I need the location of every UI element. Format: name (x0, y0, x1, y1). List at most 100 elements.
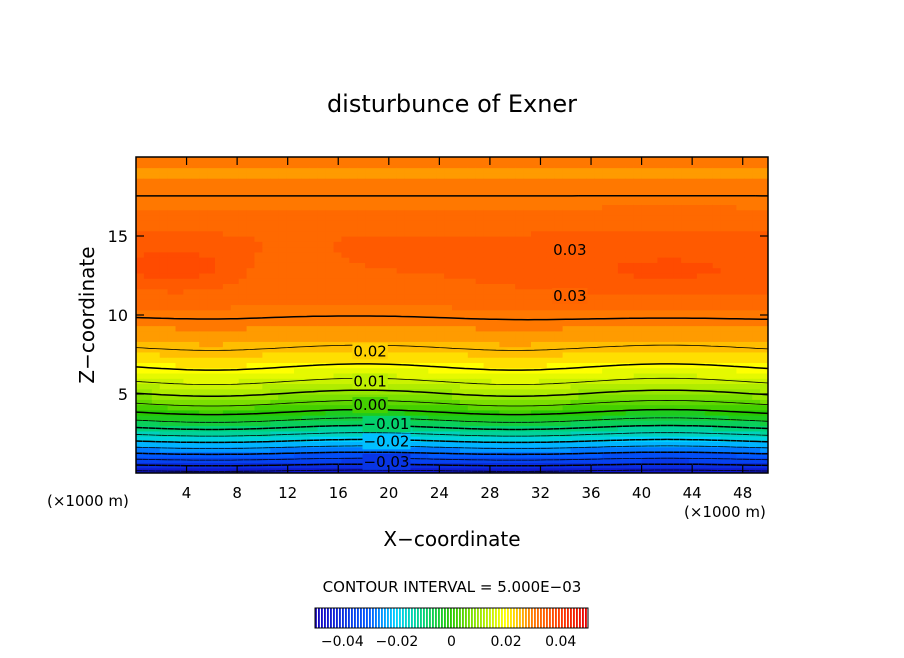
field-cell (665, 430, 674, 437)
field-cell (286, 283, 295, 290)
field-cell (333, 367, 342, 374)
field-cell (396, 399, 406, 406)
field-cell (428, 330, 437, 337)
field-cell (507, 409, 516, 416)
field-cell (317, 341, 327, 348)
field-cell (420, 172, 429, 179)
field-cell (594, 272, 603, 279)
field-cell (491, 167, 500, 174)
field-cell (752, 236, 761, 242)
field-cell (230, 351, 240, 358)
contour-line (136, 417, 768, 423)
field-cell (396, 236, 406, 242)
field-cell (475, 230, 485, 237)
field-cell (475, 162, 485, 169)
field-cell (325, 183, 335, 190)
field-cell (246, 267, 256, 274)
field-cell (507, 446, 516, 453)
field-cell (681, 462, 690, 469)
field-cell (736, 193, 745, 200)
field-cell (562, 351, 572, 358)
field-cell (728, 230, 737, 237)
field-cell (720, 241, 730, 248)
field-cell (262, 394, 271, 400)
field-cell (420, 241, 429, 248)
field-cell (562, 167, 572, 174)
field-cell (570, 172, 579, 179)
field-cell (380, 304, 390, 311)
field-cell (262, 288, 271, 295)
field-cell (222, 430, 232, 437)
field-cell (388, 315, 398, 321)
field-cell (752, 351, 761, 358)
field-cell (325, 204, 335, 211)
field-cell (254, 293, 263, 300)
field-cell (183, 415, 192, 421)
field-cell (610, 209, 619, 216)
field-cell (610, 420, 619, 427)
field-cell (728, 267, 737, 274)
field-cell (617, 299, 627, 306)
field-cell (491, 404, 500, 411)
field-cell (191, 199, 200, 205)
field-cell (278, 315, 287, 321)
field-cell (286, 415, 295, 421)
field-cell (175, 246, 184, 253)
field-cell (499, 415, 508, 421)
field-cell (317, 425, 327, 432)
field-cell (199, 446, 208, 453)
field-cell (633, 214, 643, 221)
field-cell (704, 409, 714, 416)
field-cell (523, 467, 532, 473)
field-cell (317, 430, 327, 437)
field-cell (538, 441, 548, 448)
field-cell (562, 157, 572, 163)
colorbar-swatch (561, 608, 563, 628)
field-cell (641, 304, 651, 311)
field-cell (483, 404, 493, 411)
field-cell (199, 162, 208, 169)
field-cell (143, 430, 153, 437)
field-cell (262, 330, 271, 337)
field-cell (151, 278, 161, 284)
field-cell (349, 293, 358, 300)
field-cell (412, 167, 421, 174)
colorbar-swatch (516, 608, 518, 628)
field-cell (183, 309, 192, 316)
field-cell (633, 409, 643, 416)
field-cell (286, 388, 295, 395)
field-cell (696, 183, 706, 190)
field-cell (286, 188, 295, 195)
field-cell (744, 388, 753, 395)
field-cell (167, 225, 177, 232)
field-cell (617, 183, 627, 190)
colorbar-swatch (360, 608, 362, 628)
field-cell (349, 220, 358, 227)
field-cell (641, 425, 651, 432)
field-cell (254, 330, 263, 337)
field-cell (175, 404, 184, 411)
field-cell (633, 236, 643, 242)
field-cell (720, 383, 730, 390)
field-cell (143, 415, 153, 421)
field-cell (262, 467, 271, 473)
field-cell (207, 299, 216, 306)
field-cell (436, 220, 445, 227)
x-tick-label: 16 (329, 484, 348, 502)
field-cell (151, 436, 161, 442)
field-cell (294, 425, 303, 432)
field-cell (728, 183, 737, 190)
field-cell (151, 362, 161, 369)
field-cell (617, 357, 627, 363)
field-cell (278, 336, 287, 342)
field-cell (610, 441, 619, 448)
field-cell (151, 415, 161, 421)
field-cell (222, 230, 232, 237)
field-cell (625, 220, 635, 227)
field-cell (744, 315, 753, 321)
field-cell (531, 167, 540, 174)
field-cell (301, 457, 311, 464)
field-cell (325, 246, 335, 253)
field-cell (238, 293, 248, 300)
field-cell (665, 225, 674, 232)
